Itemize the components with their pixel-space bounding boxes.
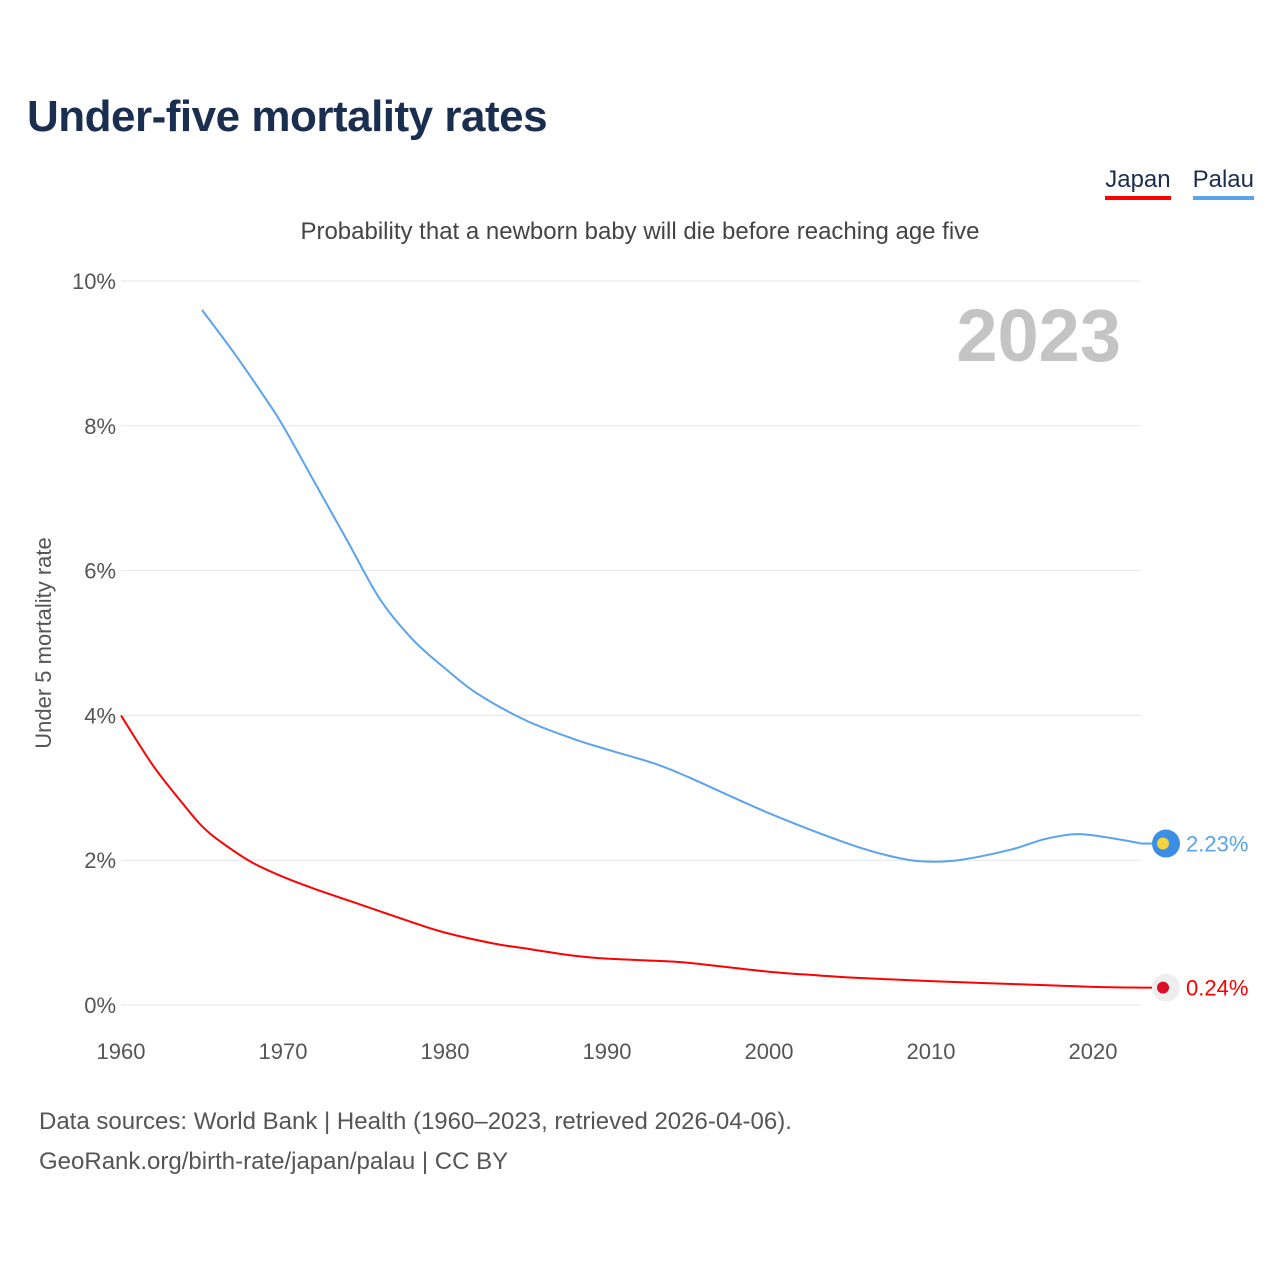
legend-item-palau[interactable]: Palau bbox=[1192, 166, 1254, 200]
chart-subtitle: Probability that a newborn baby will die… bbox=[300, 218, 980, 245]
series-line-japan bbox=[120, 714, 1142, 989]
end-value-label: 0.24% bbox=[1186, 976, 1248, 1001]
y-axis-label: Under 5 mortality rate bbox=[31, 537, 56, 749]
source-link[interactable]: GeoRank.org/birth-rate/japan/palau | CC … bbox=[39, 1148, 509, 1175]
x-tick-label: 1960 bbox=[97, 1039, 146, 1064]
series-line-palau bbox=[201, 309, 1142, 863]
y-tick-label: 6% bbox=[84, 559, 116, 584]
end-value-label: 2.23% bbox=[1186, 832, 1248, 857]
flag-emblem bbox=[1157, 981, 1169, 994]
x-tick-label: 1990 bbox=[583, 1039, 632, 1064]
x-tick-label: 2000 bbox=[745, 1039, 794, 1064]
x-tick-label: 1980 bbox=[421, 1039, 470, 1064]
y-tick-label: 0% bbox=[84, 993, 116, 1018]
y-tick-label: 4% bbox=[84, 703, 116, 728]
x-tick-label: 2020 bbox=[1069, 1039, 1118, 1064]
y-tick-label: 8% bbox=[84, 414, 116, 439]
flag-emblem bbox=[1157, 837, 1169, 850]
legend-item-japan[interactable]: Japan bbox=[1105, 166, 1171, 200]
chart-title: Under-five mortality rates bbox=[27, 92, 548, 141]
legend: Japan Palau bbox=[1105, 166, 1254, 200]
y-tick-label: 10% bbox=[72, 269, 116, 294]
x-tick-label: 2010 bbox=[907, 1039, 956, 1064]
x-tick-label: 1970 bbox=[259, 1039, 308, 1064]
source-text: Data sources: World Bank | Health (1960–… bbox=[39, 1108, 792, 1135]
year-watermark: 2023 bbox=[956, 294, 1121, 377]
y-tick-label: 2% bbox=[84, 848, 116, 873]
